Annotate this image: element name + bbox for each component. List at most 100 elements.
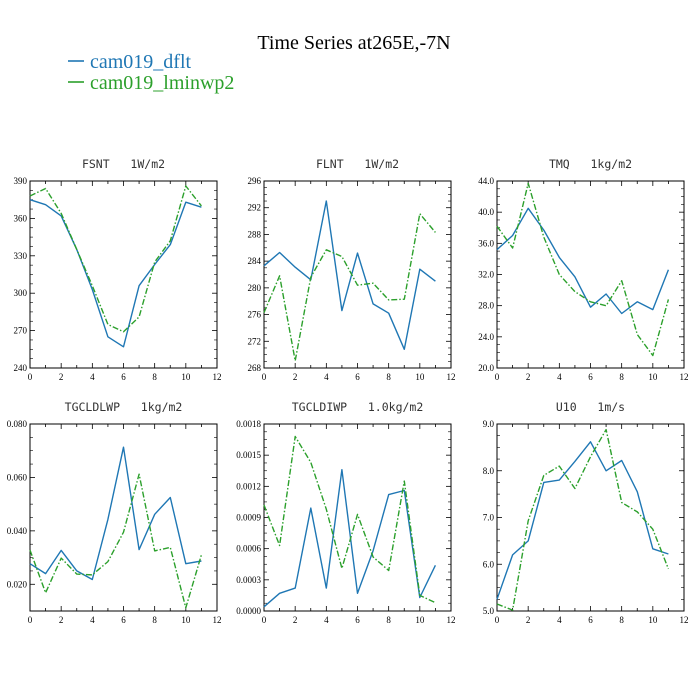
panel-title: FLNT 1W/m2 [316, 157, 399, 171]
y-tick-label: 296 [248, 176, 262, 186]
series-line-cam019-dflt [496, 207, 670, 315]
panel-1: FSNT 1W/m2 0 2 4 6 8 10 12 240 270 300 330 360 390 [14, 157, 222, 382]
y-tick-label: 20.0 [478, 363, 494, 373]
y-tick-label: 0.0015 [236, 450, 261, 460]
series-line-cam019-dflt [29, 199, 202, 348]
y-tick-label: 0.0006 [236, 544, 261, 554]
series-line-cam019-lminwp2 [263, 435, 436, 604]
y-tick-label: 0.0003 [236, 575, 261, 585]
x-tick-label: 0 [28, 372, 33, 382]
x-tick-label: 4 [90, 372, 95, 382]
y-tick-label: 280 [248, 283, 262, 293]
x-tick-label: 2 [293, 372, 298, 382]
series-line-cam019-dflt [29, 446, 202, 581]
plot-frame [29, 423, 218, 612]
y-tick-label: 6.0 [483, 559, 495, 569]
x-tick-label: 6 [121, 372, 126, 382]
y-tick-label: 24.0 [478, 332, 494, 342]
x-tick-label: 0 [495, 615, 500, 625]
panel-title: U10 1m/s [556, 400, 625, 414]
series-line-cam019-lminwp2 [263, 212, 436, 362]
x-tick-label: 0 [262, 372, 267, 382]
x-tick-label: 6 [588, 372, 593, 382]
plot-frame [29, 180, 218, 369]
legend: cam019_dflt cam019_lminwp2 [68, 51, 234, 94]
panel-6: U10 1m/s 0 2 4 6 8 10 12 5.0 6.0 7.0 8.0 9.0 [483, 400, 689, 625]
x-tick-label: 0 [495, 372, 500, 382]
y-tick-label: 0.020 [7, 579, 28, 589]
series-line-cam019-dflt [263, 200, 436, 350]
y-tick-label: 240 [14, 363, 28, 373]
x-tick-label: 10 [415, 615, 425, 625]
y-tick-label: 292 [248, 203, 262, 213]
x-tick-label: 12 [213, 372, 222, 382]
x-tick-label: 6 [121, 615, 126, 625]
series-line-cam019-lminwp2 [496, 428, 670, 611]
y-tick-label: 36.0 [478, 238, 494, 248]
plot-frame [263, 423, 452, 612]
y-tick-label: 0.0000 [236, 606, 261, 616]
x-tick-label: 8 [619, 372, 624, 382]
y-tick-label: 0.0012 [236, 481, 261, 491]
x-tick-label: 10 [648, 615, 658, 625]
y-tick-label: 9.0 [483, 419, 495, 429]
series-line-cam019-dflt [496, 441, 669, 600]
y-tick-label: 288 [248, 229, 262, 239]
y-tick-label: 330 [14, 251, 28, 261]
series-line-cam019-lminwp2 [496, 182, 670, 357]
y-tick-label: 270 [14, 326, 28, 336]
x-tick-label: 0 [28, 615, 33, 625]
y-tick-label: 268 [248, 363, 262, 373]
x-tick-label: 2 [526, 615, 531, 625]
legend-label-lminwp2: cam019_lminwp2 [90, 72, 234, 94]
x-tick-label: 2 [59, 372, 64, 382]
x-tick-label: 6 [355, 372, 360, 382]
y-tick-label: 276 [248, 310, 262, 320]
x-tick-label: 12 [680, 615, 689, 625]
y-tick-label: 0.0009 [236, 513, 261, 523]
y-tick-label: 284 [248, 256, 262, 266]
panel-title: TMQ 1kg/m2 [549, 157, 632, 171]
x-tick-label: 4 [324, 615, 329, 625]
x-tick-label: 6 [355, 615, 360, 625]
x-tick-label: 6 [588, 615, 593, 625]
y-tick-label: 44.0 [478, 176, 494, 186]
plot-frame [496, 180, 685, 369]
y-tick-label: 7.0 [483, 513, 495, 523]
y-tick-label: 0.060 [7, 472, 28, 482]
x-tick-label: 8 [152, 372, 157, 382]
x-tick-label: 12 [213, 615, 222, 625]
x-tick-label: 10 [648, 372, 658, 382]
series-line-cam019-lminwp2 [29, 473, 203, 609]
x-tick-label: 4 [324, 372, 329, 382]
y-tick-label: 0.0018 [236, 419, 261, 429]
y-tick-label: 360 [14, 213, 28, 223]
y-tick-label: 40.0 [478, 207, 494, 217]
x-tick-label: 8 [152, 615, 157, 625]
y-tick-label: 5.0 [483, 606, 495, 616]
x-tick-label: 2 [293, 615, 298, 625]
y-tick-label: 32.0 [478, 270, 494, 280]
x-tick-label: 0 [262, 615, 267, 625]
y-tick-label: 0.040 [7, 526, 28, 536]
panel-5: TGCLDIWP 1.0kg/m2 0 2 4 6 8 10 12 0.0000 0.0003 0.… [236, 400, 455, 625]
panel-3: TMQ 1kg/m2 0 2 4 6 8 10 12 20.0 24.0 28.0 32.0 36.0 4… [478, 157, 688, 382]
x-tick-label: 10 [181, 372, 191, 382]
legend-label-dflt: cam019_dflt [90, 51, 192, 73]
panel-title: FSNT 1W/m2 [82, 157, 165, 171]
x-tick-label: 4 [90, 615, 95, 625]
y-tick-label: 0.080 [7, 419, 28, 429]
x-tick-label: 10 [415, 372, 425, 382]
panel-title: TGCLDIWP 1.0kg/m2 [292, 400, 424, 414]
panels: FSNT 1W/m20 2 4 6 8 10 12240270300330360390FLN… [7, 157, 689, 625]
x-tick-label: 12 [447, 372, 456, 382]
y-tick-label: 8.0 [483, 466, 495, 476]
y-tick-label: 272 [248, 336, 262, 346]
x-tick-label: 2 [59, 615, 64, 625]
panel-4: TGCLDLWP 1kg/m2 0 2 4 6 8 10 12 0.020 0.040 0.060 0… [7, 400, 222, 625]
panel-2: FLNT 1W/m2 0 2 4 6 8 10 12 268 272 276 280 284 288 292… [248, 157, 456, 382]
x-tick-label: 8 [619, 615, 624, 625]
x-tick-label: 8 [386, 372, 391, 382]
x-tick-label: 10 [181, 615, 191, 625]
